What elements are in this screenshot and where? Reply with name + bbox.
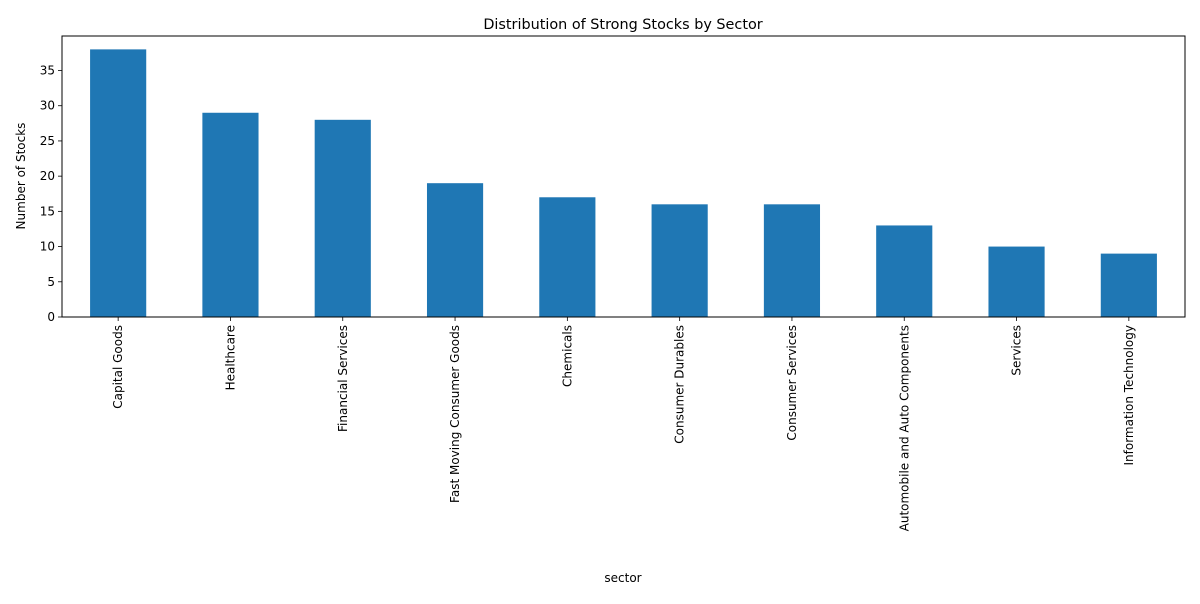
bar xyxy=(1100,253,1157,317)
x-tick-label: Consumer Durables xyxy=(673,325,687,444)
x-tick-label: Services xyxy=(1010,325,1024,376)
y-tick-label: 10 xyxy=(40,240,55,254)
y-tick-label: 0 xyxy=(47,310,55,324)
y-tick-label: 15 xyxy=(40,204,55,218)
x-tick-label: Automobile and Auto Components xyxy=(897,325,911,531)
x-tick-label: Fast Moving Consumer Goods xyxy=(448,325,462,503)
bar xyxy=(876,225,933,317)
y-tick-label: 5 xyxy=(47,275,55,289)
y-axis-label: Number of Stocks xyxy=(14,123,28,230)
bar xyxy=(763,204,821,317)
x-tick-label: Capital Goods xyxy=(111,325,125,409)
bar xyxy=(651,204,708,317)
y-axis-ticks: 0 5 10 15 20 25 30 35 xyxy=(40,64,62,324)
bars-group xyxy=(90,49,1157,317)
bar xyxy=(988,246,1045,317)
bar xyxy=(314,119,371,317)
x-axis-label: sector xyxy=(604,571,641,585)
x-tick-label: Financial Services xyxy=(336,325,350,432)
bar xyxy=(90,49,147,317)
bar xyxy=(202,112,259,317)
x-tick-label: Information Technology xyxy=(1122,325,1136,466)
bar xyxy=(539,197,596,317)
x-tick-label: Chemicals xyxy=(560,325,574,387)
x-axis-ticks: Capital Goods Healthcare Financial Service… xyxy=(111,317,1136,531)
y-tick-label: 25 xyxy=(40,134,55,148)
y-tick-label: 20 xyxy=(40,169,55,183)
plot-frame xyxy=(61,35,1186,318)
bar xyxy=(426,183,484,317)
y-tick-label: 35 xyxy=(40,64,55,78)
x-tick-label: Healthcare xyxy=(223,325,237,390)
y-tick-label: 30 xyxy=(40,99,55,113)
chart-title: Distribution of Strong Stocks by Sector xyxy=(483,17,762,33)
x-tick-label: Consumer Services xyxy=(785,325,799,441)
